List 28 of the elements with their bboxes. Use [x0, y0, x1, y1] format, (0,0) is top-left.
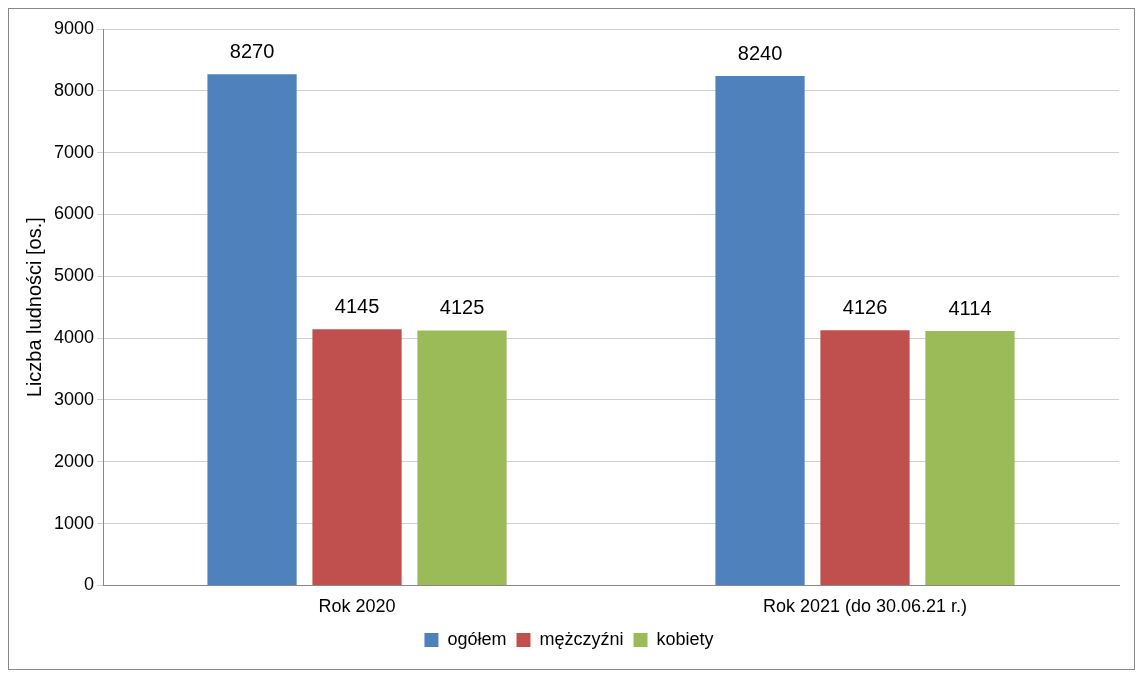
bar	[312, 329, 402, 585]
y-tick-label: 6000	[54, 203, 95, 224]
legend-label: kobiety	[656, 628, 714, 649]
y-tick-label: 9000	[54, 17, 95, 38]
y-tick-label: 0	[84, 574, 95, 595]
y-tick-label: 4000	[54, 327, 95, 348]
bar	[925, 331, 1015, 585]
legend-label: mężczyźni	[539, 628, 624, 649]
y-tick-label: 3000	[54, 388, 95, 409]
data-label: 8270	[229, 39, 275, 62]
y-tick-label: 7000	[54, 141, 95, 162]
bar	[207, 74, 297, 585]
y-tick-label: 8000	[54, 79, 95, 100]
x-tick-label: Rok 2021 (do 30.06.21 r.)	[762, 596, 968, 617]
x-tick-label: Rok 2020	[318, 596, 396, 617]
data-label: 4145	[334, 294, 380, 317]
data-label: 4126	[842, 295, 888, 318]
legend-label: ogółem	[447, 628, 507, 649]
y-tick-label: 2000	[54, 450, 95, 471]
y-axis-title: Liczba ludności [os.]	[22, 217, 45, 398]
bar	[715, 75, 805, 585]
data-label: 4125	[439, 295, 485, 318]
data-label: 4114	[948, 296, 992, 319]
data-label: 8240	[737, 41, 783, 64]
bar	[820, 330, 910, 585]
y-tick-label: 1000	[54, 512, 95, 533]
y-tick-label: 5000	[54, 265, 95, 286]
bar	[417, 330, 507, 585]
